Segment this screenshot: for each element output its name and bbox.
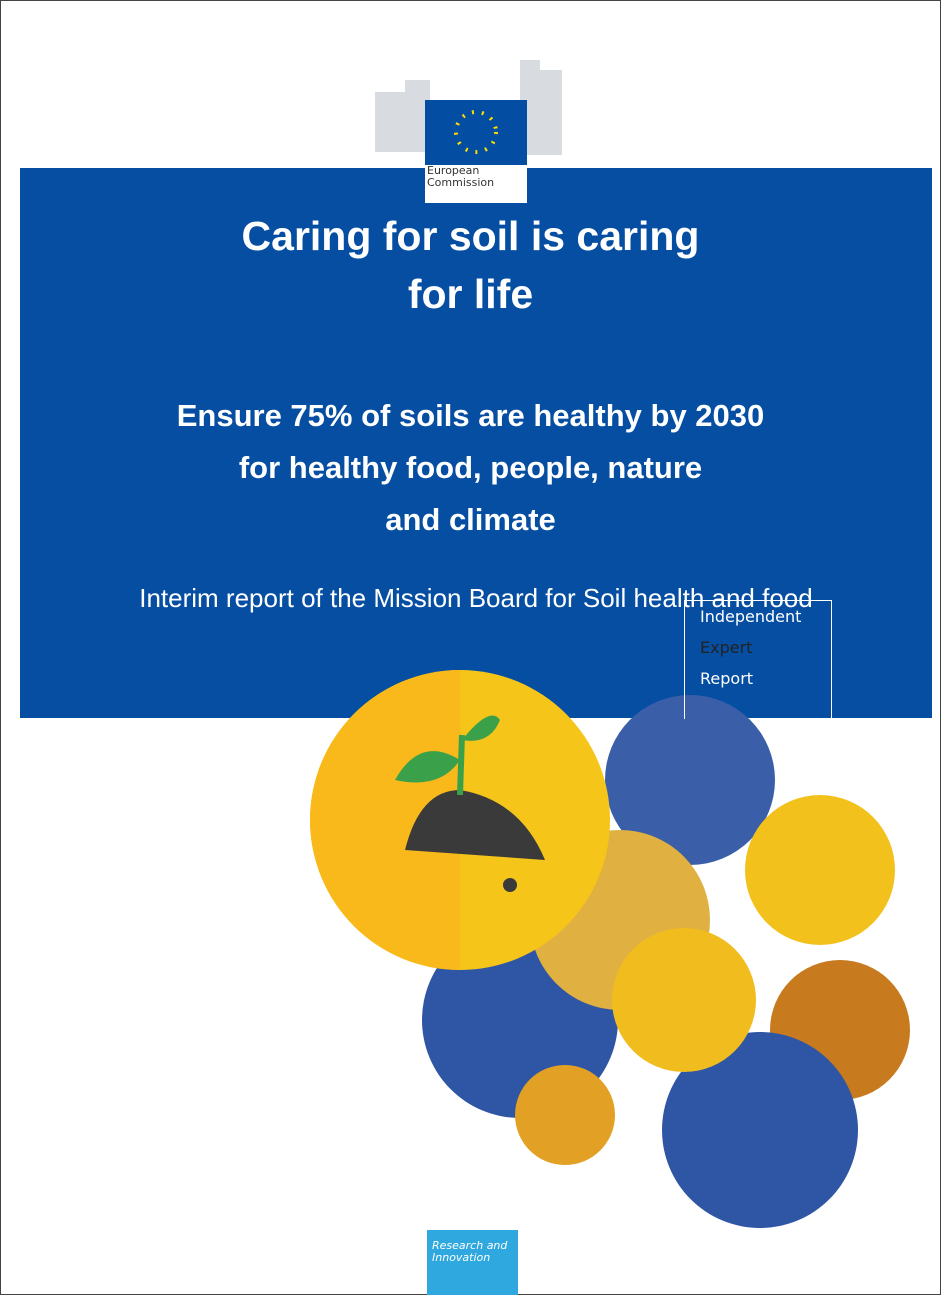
logo-plate	[425, 165, 527, 203]
logo-line: Commission	[427, 176, 495, 189]
blue-band	[20, 168, 932, 718]
subtitle-line: and climate	[385, 502, 556, 537]
title: Caring for soil is caring for life	[0, 207, 941, 323]
circles	[310, 670, 910, 1228]
badge: Independent Expert Report	[684, 600, 832, 719]
eu-flag	[425, 100, 527, 165]
plant-icon	[395, 715, 545, 892]
eu-stars	[454, 110, 498, 154]
subtitle: Ensure 75% of soils are healthy by 2030 …	[0, 390, 941, 546]
logo-line: European	[427, 164, 480, 177]
report-line: Interim report of the Mission Board for …	[139, 583, 813, 613]
footer-box: Research and Innovation	[427, 1230, 518, 1295]
logo-text: European Commission	[425, 165, 529, 189]
footer-line: Innovation	[432, 1251, 491, 1264]
badge-line: Independent	[700, 607, 802, 626]
subtitle-line: for healthy food, people, nature	[238, 450, 703, 485]
badge-line: Report	[700, 669, 754, 688]
footer-line: Research and	[432, 1239, 508, 1252]
badge-line: Expert	[700, 638, 753, 657]
title-line: Caring for soil is caring	[241, 213, 700, 259]
subtitle-line: Ensure 75% of soils are healthy by 2030	[176, 398, 765, 433]
title-line: for life	[407, 271, 534, 317]
